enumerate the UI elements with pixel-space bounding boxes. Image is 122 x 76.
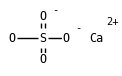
Text: O: O	[40, 10, 47, 22]
Text: -: -	[75, 23, 81, 33]
Text: -: -	[52, 6, 58, 16]
Text: O: O	[63, 31, 70, 45]
Text: O: O	[40, 54, 47, 66]
Text: S: S	[40, 31, 47, 45]
Text: O: O	[8, 31, 15, 45]
Text: 2+: 2+	[106, 17, 119, 27]
Text: Ca: Ca	[89, 31, 103, 45]
